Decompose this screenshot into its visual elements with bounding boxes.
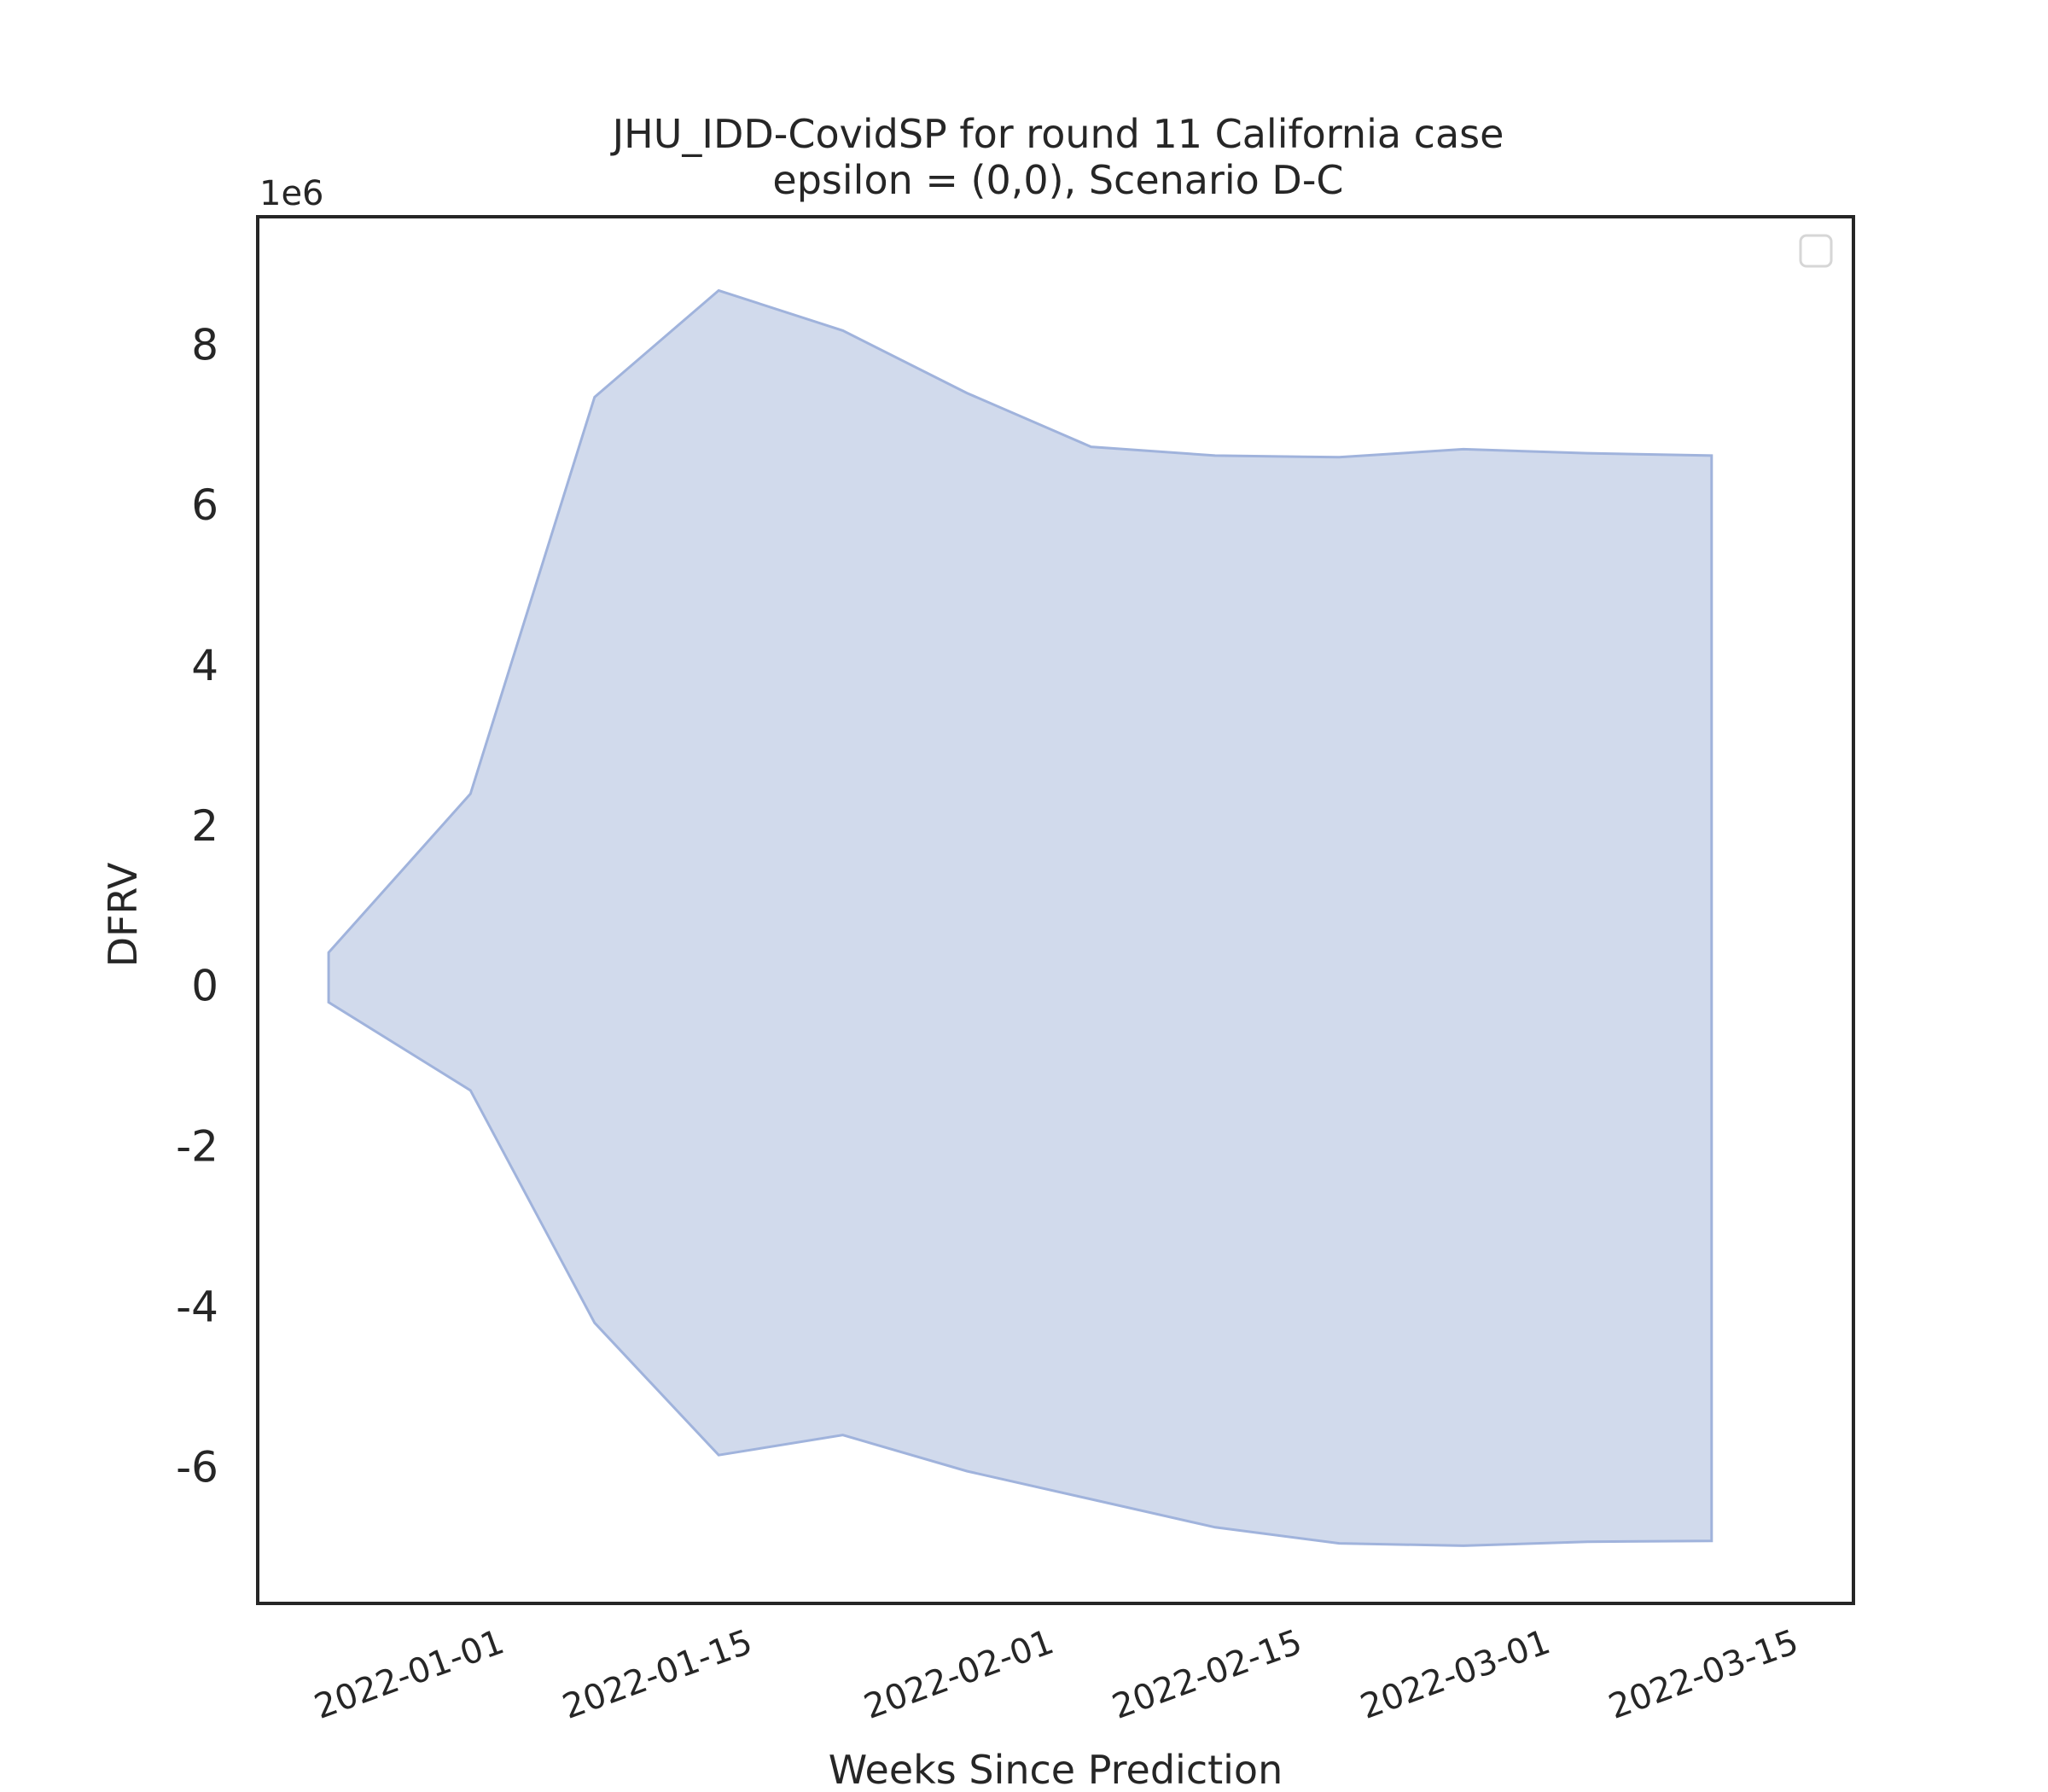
y-tick-label: -2 (176, 1122, 218, 1172)
y-offset-label: 1e6 (259, 174, 324, 213)
plot-frame (256, 215, 1855, 1605)
y-axis-label: DFRV (100, 862, 146, 967)
y-tick-labels: -6 -4 -2 0 2 4 6 8 (176, 320, 218, 1492)
x-tick-labels: 2022-01-01 2022-01-15 2022-02-01 2022-02-15… (310, 1622, 1804, 1727)
y-tick-label: 0 (191, 962, 218, 1011)
x-tick-label: 2022-01-01 (310, 1622, 509, 1727)
x-tick-label: 2022-01-15 (557, 1622, 757, 1727)
y-tick-label: 2 (191, 801, 218, 851)
confidence-band-layer (327, 288, 1713, 1547)
confidence-band-0 (327, 288, 1713, 1547)
y-tick-label: -4 (176, 1283, 218, 1332)
chart-title-line-2: epsilon = (0,0), Scenario D-C (772, 157, 1343, 203)
y-tick-label: -6 (176, 1442, 218, 1492)
x-tick-label: 2022-03-01 (1355, 1622, 1555, 1727)
x-tick-label: 2022-02-01 (859, 1622, 1059, 1727)
chart-title-line-1: JHU_IDD-CovidSP for round 11 California … (610, 111, 1504, 157)
y-tick-label: 4 (191, 641, 218, 690)
x-axis-label: Weeks Since Prediction (829, 1747, 1283, 1792)
y-tick-label: 8 (191, 320, 218, 369)
x-tick-label: 2022-03-15 (1603, 1622, 1803, 1727)
x-tick-label: 2022-02-15 (1108, 1622, 1307, 1727)
legend-box (1799, 234, 1833, 268)
y-tick-label: 6 (191, 480, 218, 530)
